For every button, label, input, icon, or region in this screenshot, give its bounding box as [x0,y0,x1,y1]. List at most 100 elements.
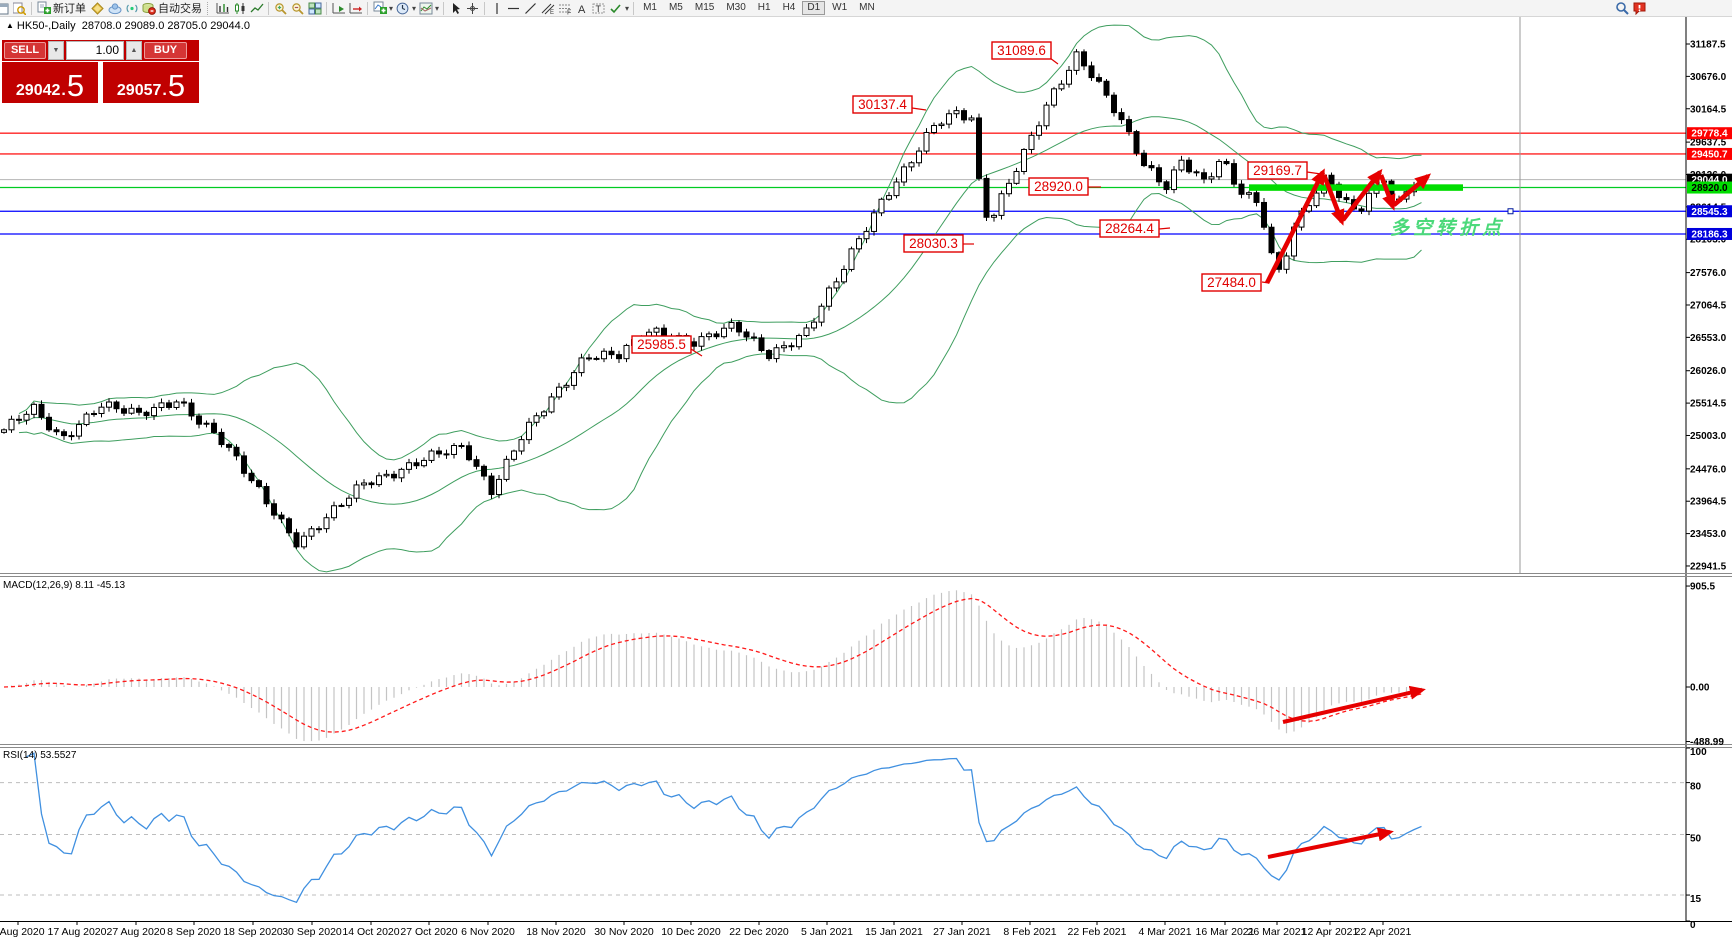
buy-price-button[interactable]: 29057. 5 [103,62,199,103]
tile-windows-icon[interactable] [306,1,323,16]
text-icon[interactable]: A [573,1,590,16]
equidistant-channel-icon[interactable]: E [539,1,556,16]
svg-text:23453.0: 23453.0 [1690,529,1727,540]
symbol-ohlc-line: ▲ HK50-,Daily 28708.0 29089.0 28705.0 290… [6,20,250,32]
rsi-label: RSI(14) 53.5527 [3,750,77,761]
sell-button[interactable]: SELL [4,42,46,59]
callout-text: 29169.7 [1253,163,1302,178]
horizontal-line-icon[interactable] [505,1,522,16]
trendline-icon[interactable] [522,1,539,16]
gem-icon[interactable] [89,1,106,16]
trend-arrows[interactable] [1264,168,1432,285]
new-order-label[interactable]: 新订单 [53,3,86,15]
one-click-trading-panel: SELL ▼ 1.00 ▲ BUY 29042. 5 29057. 5 [2,40,199,103]
bar-chart-icon[interactable] [214,1,231,16]
svg-text:30676.0: 30676.0 [1690,72,1727,83]
sell-price-frac: 5 [66,68,85,103]
signal-icon[interactable] [123,1,140,16]
svg-text:4 Mar 2021: 4 Mar 2021 [1138,926,1191,938]
svg-text:27064.5: 27064.5 [1690,300,1727,311]
callout-box [1028,177,1089,196]
timeframe-button-h1[interactable]: H1 [757,2,771,13]
callout-box [1201,273,1262,292]
svg-text:29044.0: 29044.0 [1691,175,1728,186]
zoom-in-icon[interactable] [272,1,289,16]
timeframe-button-m1[interactable]: M1 [643,2,657,13]
arrows-tool-icon[interactable] [607,1,624,16]
volume-input[interactable]: 1.00 [66,41,124,60]
ohlc-values: 28708.0 29089.0 28705.0 29044.0 [81,20,250,32]
timeframe-button-m15[interactable]: M15 [694,2,715,13]
autoscroll-icon[interactable] [330,1,347,16]
svg-text:6 Nov 2020: 6 Nov 2020 [461,926,515,938]
chart-shift-icon[interactable] [347,1,364,16]
text-label-icon[interactable]: T [590,1,607,16]
timeframe-button-mn[interactable]: MN [859,2,875,13]
toolbar-separator [443,1,445,15]
candlestick-chart-icon[interactable] [231,1,248,16]
svg-text:27 Aug 2020: 27 Aug 2020 [107,926,166,938]
buy-button[interactable]: BUY [144,42,187,59]
templates-icon[interactable] [417,1,434,16]
indicators-dropdown-caret[interactable]: ▾ [389,3,394,13]
timeframe-button-d1[interactable]: D1 [802,1,826,15]
callout-box [1099,219,1160,238]
vertical-line-icon[interactable] [488,1,505,16]
market-watch-icon[interactable] [11,1,28,16]
callout-text: 30137.4 [858,97,907,112]
buy-price-dot: . [162,82,167,99]
timeframe-button-m5[interactable]: M5 [668,2,683,13]
indicators-icon[interactable] [371,1,388,16]
green-highlight-band[interactable] [1249,184,1463,191]
sell-price-button[interactable]: 29042. 5 [2,62,98,103]
price-axis[interactable]: 31187.530676.030164.529637.529126.028614… [1507,40,1732,932]
collapse-triangle-icon[interactable]: ▲ [6,21,14,30]
svg-text:17 Aug 2020: 17 Aug 2020 [48,926,107,938]
arrows-dropdown-caret[interactable]: ▾ [625,3,630,13]
community-icon[interactable] [106,1,123,16]
svg-text:80: 80 [1690,782,1702,793]
autotrade-icon[interactable] [140,1,157,16]
templates-dropdown-caret[interactable]: ▾ [435,3,440,13]
crosshair-icon[interactable] [464,1,481,16]
horizontal-line-objects[interactable] [0,132,1686,235]
volume-decrease-button[interactable]: ▼ [48,41,64,60]
notification-icon[interactable] [1631,1,1648,16]
svg-text:28920.0: 28920.0 [1691,183,1728,194]
rsi-level-lines [0,782,1686,896]
timeframe-button-h4[interactable]: H4 [782,2,796,13]
callout-text: 28920.0 [1034,179,1083,194]
svg-text:28103.0: 28103.0 [1690,235,1727,246]
callout-text: 28030.3 [909,236,958,251]
svg-text:5 Aug 2020: 5 Aug 2020 [0,926,45,938]
periods-dropdown-caret[interactable]: ▾ [412,3,417,13]
svg-text:E: E [550,10,554,15]
svg-text:30 Sep 2020: 30 Sep 2020 [282,926,342,938]
macd-trend-arrow[interactable] [1282,685,1426,724]
timeframe-button-m30[interactable]: M30 [726,2,746,13]
periods-icon[interactable] [394,1,411,16]
turning-point-annotation[interactable]: 多空转折点 [1390,218,1506,239]
autotrade-label[interactable]: 自动交易 [158,3,202,15]
volume-increase-button[interactable]: ▲ [126,41,142,60]
chart-window-icon[interactable] [0,1,11,16]
svg-text:30164.5: 30164.5 [1690,104,1727,115]
zoom-out-icon[interactable] [289,1,306,16]
search-icon[interactable] [1614,1,1631,16]
timeframe-button-w1[interactable]: W1 [832,2,848,13]
svg-text:F: F [567,9,571,15]
price-callouts[interactable]: 31089.6 30137.4 29169.7 28920.0 28264.4 28030… [631,41,1322,357]
toolbar-separator [326,1,327,15]
toolbar: 新订单 自动交易 ▾ ▾ ▾ E F A T ▾ [0,0,1732,17]
cursor-icon[interactable] [447,1,464,16]
new-order-icon[interactable] [35,1,52,16]
sell-price-main: 29042 [15,82,61,99]
svg-text:25514.5: 25514.5 [1690,399,1727,410]
rsi-trend-arrow[interactable] [1267,827,1394,859]
line-chart-icon[interactable] [248,1,265,16]
rsi-line [26,752,1422,904]
svg-text:0: 0 [1690,920,1696,931]
fibonacci-icon[interactable]: F [556,1,573,16]
